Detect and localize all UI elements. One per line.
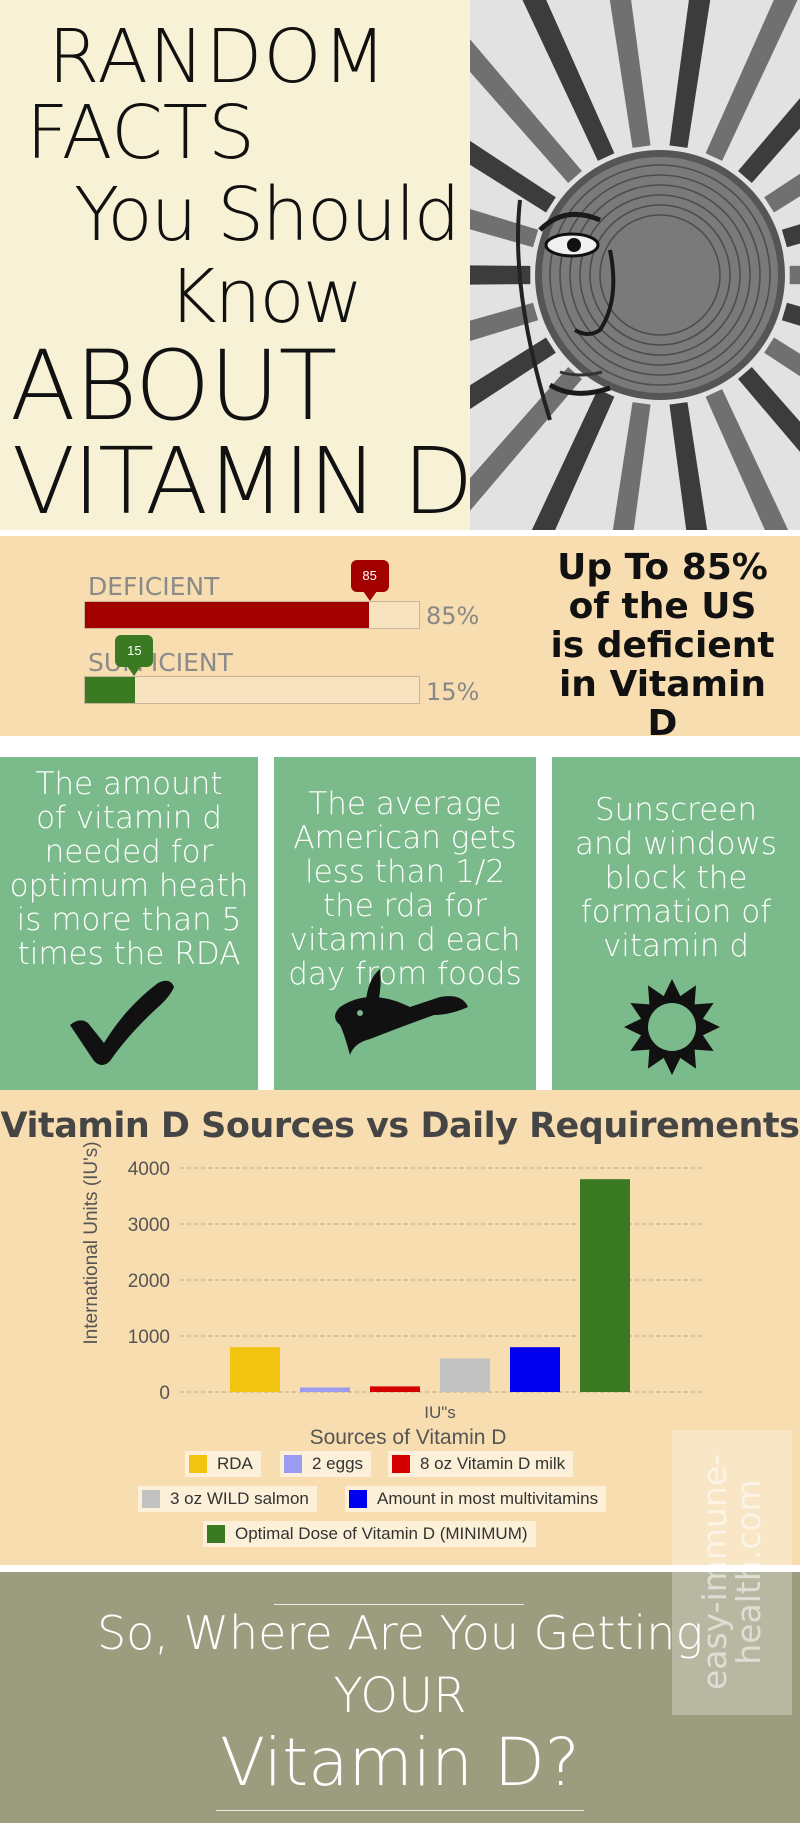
fact-line: American gets — [293, 820, 517, 856]
legend-swatch — [207, 1525, 225, 1543]
deficient-value-badge: 85 — [350, 560, 389, 601]
fact-line: The average — [308, 786, 502, 822]
sufficient-bar-fill — [85, 677, 136, 703]
fact-line: formation of — [580, 894, 772, 930]
fact-text: The average American gets less than 1/2 … — [282, 787, 528, 991]
divider — [274, 1604, 524, 1605]
fact-line: of vitamin d — [36, 800, 222, 836]
x-axis-label: Sources of Vitamin D — [310, 1426, 507, 1449]
fact-line: is more than 5 — [16, 902, 242, 938]
watermark-text: easy-immune- health.com — [695, 1453, 768, 1691]
legend-swatch — [349, 1490, 367, 1508]
sufficient-bar-track — [84, 676, 420, 704]
fact-line: vitamin d each — [289, 922, 521, 958]
divider — [216, 1810, 584, 1811]
sun-face-icon — [470, 0, 800, 530]
legend-swatch — [284, 1455, 302, 1473]
sufficient-value-badge: 15 — [115, 635, 154, 676]
legend-label: 2 eggs — [312, 1454, 364, 1473]
y-tick-label: 1000 — [128, 1327, 170, 1348]
fact-card-rda: The amount of vitamin d needed for optim… — [0, 757, 258, 1090]
y-tick-label: 2000 — [128, 1271, 170, 1292]
bar-chart: 0 1000 2000 3000 4000 International Units (I… — [81, 1141, 705, 1449]
watermark-line: easy-immune- — [695, 1453, 734, 1691]
bar-2-eggs — [300, 1387, 350, 1392]
y-axis-label: International Units (IU's) — [81, 1141, 102, 1344]
deficient-bar-fill — [85, 602, 369, 628]
legend-label: 8 oz Vitamin D milk — [420, 1454, 566, 1473]
legend-swatch — [189, 1455, 207, 1473]
legend-item: RDA — [185, 1451, 261, 1477]
fact-card-sunscreen: Sunscreen and windows block the formatio… — [552, 757, 800, 1090]
title-random: RANDOM — [48, 14, 388, 100]
legend-swatch — [142, 1490, 160, 1508]
sufficient-percent: 15% — [426, 678, 480, 706]
fact-line: optimum heath — [9, 868, 249, 904]
footer-your: YOUR — [333, 1668, 467, 1724]
fact-text: The amount of vitamin d needed for optim… — [8, 767, 250, 971]
legend-item: 3 oz WILD salmon — [138, 1486, 317, 1512]
footer-section: So, Where Are You Getting YOUR Vitamin D… — [0, 1572, 800, 1823]
footer-vitamin-d: Vitamin D? — [220, 1724, 580, 1801]
legend-item: Amount in most multivitamins — [345, 1486, 607, 1512]
watermark-line: health.com — [729, 1479, 768, 1665]
statement-line: in Vitamin D — [558, 664, 767, 744]
legend-label: 3 oz WILD salmon — [170, 1489, 309, 1508]
fact-line: vitamin d — [602, 928, 750, 964]
bar-3-oz-wild-salmon — [440, 1358, 490, 1392]
bar-8-oz-vitamin-d-milk — [370, 1386, 420, 1392]
legend-label: RDA — [217, 1454, 253, 1473]
fact-text: Sunscreen and windows block the formatio… — [560, 793, 792, 963]
legend-item: 8 oz Vitamin D milk — [388, 1451, 574, 1477]
category-label: IU"s — [424, 1403, 456, 1422]
deficient-label: DEFICIENT — [88, 572, 220, 601]
fact-line: the rda for — [322, 888, 488, 924]
y-tick-label: 4000 — [128, 1159, 170, 1180]
checkmark-icon — [70, 980, 174, 1065]
fact-card-food: The average American gets less than 1/2 … — [274, 757, 536, 1090]
y-tick-label: 3000 — [128, 1215, 170, 1236]
deficient-bar-track — [84, 601, 420, 629]
deficiency-section: DEFICIENT 85 85% SUFFICIENT 15 15% Up To… — [0, 536, 800, 743]
chart-bars — [230, 1179, 630, 1392]
title-vitamin-d: VITAMIN D — [12, 428, 473, 535]
fact-line: Sunscreen — [594, 792, 758, 828]
fish-icon — [335, 969, 468, 1055]
fact-line: block the — [604, 860, 748, 896]
bar-optimal-dose-of-vitamin-d-minimum — [580, 1179, 630, 1392]
deficiency-statement: Up To 85% of the US is deficient in Vita… — [540, 548, 785, 743]
chart-title: Vitamin D Sources vs Daily Requirements — [0, 1106, 800, 1146]
fact-line: less than 1/2 — [304, 854, 506, 890]
legend-item: Optimal Dose of Vitamin D (MINIMUM) — [203, 1521, 536, 1547]
watermark: easy-immune- health.com — [672, 1430, 792, 1715]
title-know: Know — [168, 254, 363, 340]
legend-swatch — [392, 1455, 410, 1473]
fact-line: needed for — [44, 834, 214, 870]
fact-line: times the RDA — [17, 936, 241, 972]
deficient-percent: 85% — [426, 602, 480, 630]
legend-label: Optimal Dose of Vitamin D (MINIMUM) — [235, 1524, 528, 1543]
sun-icon — [624, 979, 720, 1075]
statement-line: is deficient — [550, 625, 775, 666]
title-about: ABOUT — [10, 330, 337, 442]
statement-line: of the US — [568, 586, 757, 627]
title-you-should: You Should — [74, 172, 461, 258]
bar-rda — [230, 1347, 280, 1392]
y-tick-label: 0 — [159, 1383, 170, 1404]
bar-amount-in-most-multivitamins — [510, 1347, 560, 1392]
fact-line: The amount — [35, 766, 223, 802]
fact-line: and windows — [575, 826, 777, 862]
footer-question: So, Where Are You Getting — [96, 1606, 704, 1660]
legend-label: Amount in most multivitamins — [377, 1489, 599, 1508]
header-section: RANDOM FACTS You Should Know ABOUT VITAM… — [0, 0, 800, 530]
fact-line: day from foods — [288, 956, 522, 992]
chart-section: Vitamin D Sources vs Daily Requirements … — [0, 1090, 800, 1565]
title-facts: FACTS — [26, 90, 255, 176]
legend-item: 2 eggs — [280, 1451, 372, 1477]
sufficient-label: SUFFICIENT — [88, 648, 233, 677]
statement-line: Up To 85% — [557, 547, 768, 588]
